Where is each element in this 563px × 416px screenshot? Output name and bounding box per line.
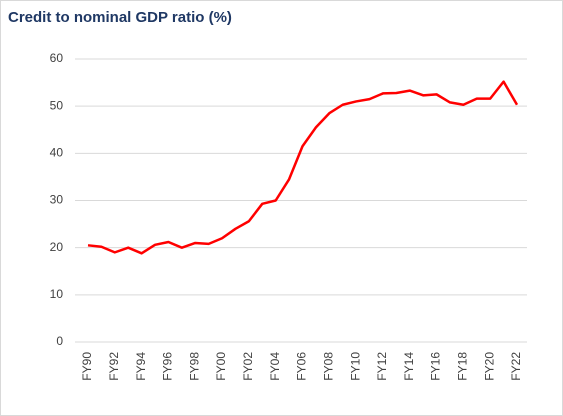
x-tick-label: FY16	[429, 352, 443, 381]
x-tick-label: FY90	[80, 352, 94, 381]
y-tick-label: 40	[50, 146, 64, 160]
x-tick-label: FY14	[402, 352, 416, 381]
x-tick-label: FY22	[509, 352, 523, 381]
x-tick-label: FY08	[321, 352, 335, 381]
x-tick-label: FY18	[456, 352, 470, 381]
x-tick-label: FY98	[187, 352, 201, 381]
x-tick-label: FY96	[161, 352, 175, 381]
x-tick-label: FY10	[348, 352, 362, 381]
line-series	[87, 80, 519, 255]
x-tick-label: FY92	[107, 352, 121, 381]
x-tick-label: FY20	[482, 352, 496, 381]
y-tick-label: 20	[50, 240, 64, 254]
x-tick-label: FY12	[375, 352, 389, 381]
y-tick-label: 60	[50, 51, 64, 65]
x-tick-label: FY02	[241, 352, 255, 381]
y-tick-label: 30	[50, 193, 64, 207]
y-tick-label: 50	[50, 98, 64, 112]
y-tick-label: 10	[50, 287, 64, 301]
x-tick-label: FY04	[268, 352, 282, 381]
x-tick-label: FY00	[214, 352, 228, 381]
x-tick-label: FY06	[295, 352, 309, 381]
x-tick-label: FY94	[134, 352, 148, 381]
chart-title: Credit to nominal GDP ratio (%)	[8, 9, 232, 26]
y-tick-label: 0	[56, 334, 63, 348]
